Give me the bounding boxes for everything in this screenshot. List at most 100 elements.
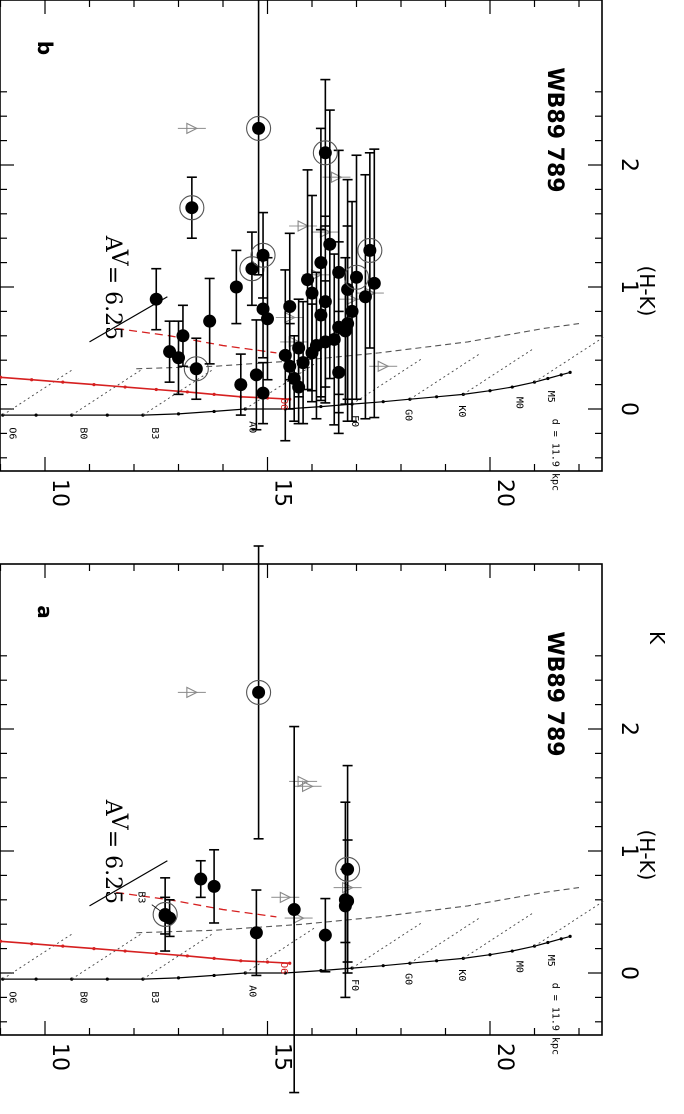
spectral-type-label: B0: [78, 427, 89, 439]
distance-label: d = 11.9 kpc: [549, 983, 560, 1055]
upper-limit-marker: [297, 220, 310, 232]
star-ring: [250, 242, 276, 268]
spectral-type-label: M5: [545, 955, 556, 967]
b3-pointer: [151, 904, 166, 915]
ms-locus-dot: [435, 395, 439, 399]
red-zams-curve: [0, 940, 290, 964]
spectral-type-label: O6: [6, 427, 17, 439]
ms-locus-dot: [212, 973, 216, 978]
panel-a-points: [152, 545, 362, 1094]
star-point: [318, 928, 332, 942]
star-point: [249, 926, 263, 940]
spectral-type-label: A0: [247, 985, 258, 997]
star-point: [350, 270, 363, 284]
red-zams-dot: [123, 385, 127, 389]
ms-locus-dot: [212, 409, 216, 414]
hk-tick-label: 2: [616, 158, 641, 172]
ms-locus-dot: [488, 953, 492, 957]
ms-locus-dot: [546, 376, 550, 381]
star-point: [194, 872, 208, 886]
spectral-type-label: M0: [514, 961, 525, 973]
star-point: [292, 341, 306, 355]
reddening-line: [409, 916, 482, 964]
upper-limit-marker: [297, 775, 310, 788]
upper-limit-marker: [301, 780, 314, 793]
red-reddened-boundary: [116, 891, 277, 918]
red-zams-dot: [212, 956, 216, 960]
k-tick-label: 20: [492, 1043, 517, 1071]
ms-locus-dot: [559, 937, 563, 941]
red-zams-dot: [61, 944, 65, 948]
star-point: [261, 312, 274, 326]
panel-b-points: [149, 0, 398, 442]
reddened-locus: [136, 323, 580, 370]
star-point: [229, 280, 243, 294]
star-point: [341, 282, 355, 296]
star-point: [301, 273, 315, 287]
panel-letter: a: [33, 605, 57, 619]
red-zams-dot: [92, 947, 96, 951]
reddening-line: [2, 368, 75, 416]
object-name: WB89 789: [542, 67, 567, 192]
star-point: [367, 276, 381, 290]
star-point: [345, 304, 359, 318]
red-zams-dot: [30, 942, 34, 946]
reddening-line: [534, 335, 606, 383]
star-ring: [246, 679, 272, 705]
spectral-type-label: F0: [349, 979, 360, 991]
k-tick-label: 15: [270, 1043, 295, 1071]
star-ring: [246, 115, 272, 141]
star-point: [327, 332, 341, 346]
ms-locus-dot: [105, 413, 109, 417]
star-point: [252, 685, 266, 699]
star-point: [189, 362, 203, 376]
star-point: [296, 356, 310, 370]
reddening-line: [71, 368, 144, 416]
k-tick-label: 15: [270, 479, 295, 507]
spectral-type-label: A0: [247, 421, 258, 433]
star-point: [256, 386, 270, 400]
panel-b-frame: [0, 0, 603, 472]
red-zams-dot: [61, 380, 65, 384]
star-point: [163, 345, 177, 359]
star-point: [283, 300, 297, 314]
red-spectral-label: O6: [278, 962, 289, 974]
reddening-line: [245, 362, 317, 410]
hk-tick-label: 2: [616, 722, 641, 736]
ms-locus-dot: [381, 400, 385, 404]
star-ring: [312, 140, 338, 166]
red-zams-dot: [30, 378, 34, 382]
panel-a-frame: [0, 563, 603, 1036]
spectral-type-label: B3: [149, 427, 160, 439]
hk-tick-label: 1: [616, 280, 641, 294]
star-point: [176, 329, 190, 343]
b3-annotation-label: B3: [135, 891, 146, 903]
spectral-type-label: G0: [402, 973, 413, 985]
star-ring: [183, 356, 209, 382]
spectral-type-label: O6: [6, 991, 17, 1003]
star-point: [278, 348, 292, 362]
reddening-line: [351, 357, 424, 405]
star-point: [363, 243, 377, 257]
spectral-type-label: M0: [514, 397, 525, 409]
star-point: [249, 368, 263, 382]
star-point: [256, 248, 270, 262]
red-zams-curve: [0, 376, 290, 400]
red-zams-dot: [0, 375, 3, 379]
red-zams-dot: [123, 949, 127, 953]
star-ring: [357, 237, 383, 263]
star-point: [252, 121, 266, 135]
red-zams-dot: [0, 939, 3, 943]
distance-label: d = 11.9 kpc: [549, 419, 560, 491]
star-point: [318, 146, 332, 160]
av-subscript: V: [106, 249, 131, 267]
hk-tick-label: 0: [616, 402, 641, 416]
y-axis-label: K: [645, 631, 669, 645]
spectral-type-label: B3: [149, 991, 160, 1003]
av-label: A: [100, 799, 125, 817]
red-zams-dot: [212, 392, 216, 396]
star-point: [287, 372, 301, 385]
star-point: [323, 237, 337, 251]
reddening-line: [2, 932, 75, 980]
panel-b-labels: 10 15 20 0 1 2 (H-K) b WB89 789 AV= 6.25 O6 B0 B3 A0 F…: [6, 41, 659, 507]
